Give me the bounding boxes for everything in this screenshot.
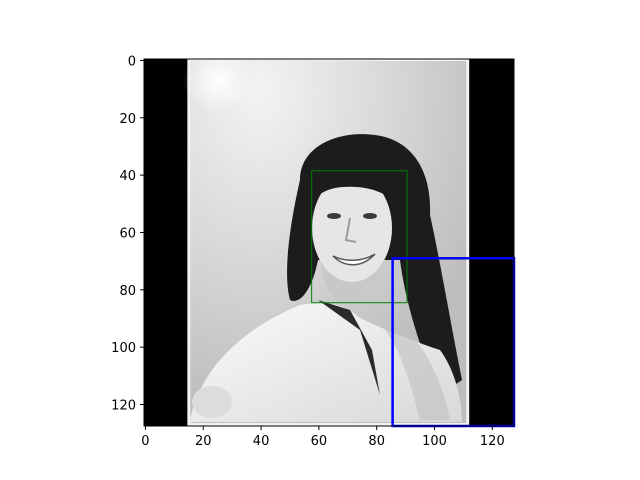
y-tick-label: 120 — [111, 398, 136, 413]
x-tick-label: 80 — [368, 434, 385, 449]
right-eye — [363, 213, 377, 219]
nose — [344, 217, 357, 243]
collar-shadow — [318, 300, 380, 395]
plot-axes: 0 20 40 60 80 100 120 0 20 40 60 80 100 120 — [111, 54, 516, 449]
hand — [192, 386, 232, 418]
mouth — [332, 253, 376, 266]
y-tick-label: 100 — [111, 341, 136, 356]
shirt — [190, 303, 462, 422]
y-tick-label: 40 — [119, 169, 136, 184]
x-tick-label: 0 — [141, 434, 149, 449]
y-tick-label: 20 — [119, 112, 136, 127]
y-tick-label: 0 — [128, 54, 136, 69]
bounding-box-1 — [311, 170, 408, 304]
x-axis-ticks: 0 20 40 60 80 100 120 — [141, 426, 505, 449]
hair-fringe — [312, 166, 398, 205]
x-tick-label: 100 — [422, 434, 447, 449]
y-tick-label: 80 — [119, 284, 136, 299]
y-tick-label: 60 — [119, 226, 136, 241]
y-axis-ticks: 0 20 40 60 80 100 120 — [111, 54, 144, 413]
axes-frame — [143, 58, 515, 427]
x-tick-label: 120 — [480, 434, 505, 449]
x-tick-label: 20 — [195, 434, 212, 449]
x-tick-label: 40 — [253, 434, 270, 449]
image-layer — [144, 59, 514, 426]
light-flare — [183, 59, 252, 115]
shirt-shadow — [385, 320, 450, 420]
left-eye — [327, 213, 341, 219]
x-tick-label: 60 — [311, 434, 328, 449]
